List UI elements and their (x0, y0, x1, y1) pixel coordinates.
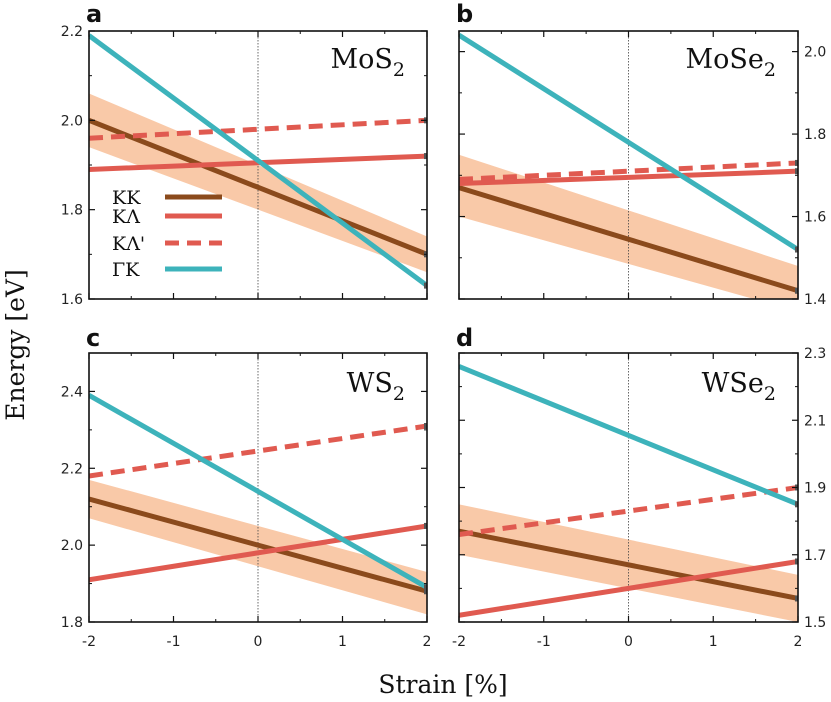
series-end-marker (795, 159, 798, 166)
legend-entry-kk: KK (112, 187, 222, 209)
panel-a: 1.6 1.8 2.0 2.2a MoS2 (61, 0, 428, 308)
panel-letter: d (456, 324, 473, 352)
series-line-klambda (459, 559, 798, 618)
series-end-marker (424, 423, 427, 430)
series-end-marker (795, 558, 798, 565)
series-end-marker (795, 246, 798, 253)
y-tick-label: 1.4 (804, 292, 826, 308)
series-end-marker (424, 282, 427, 289)
x-axis-title: Strain [%] (378, 670, 507, 699)
series-line-klambdaprime (89, 117, 427, 141)
y-tick-label: 2.0 (61, 538, 83, 554)
legend-entry-klambdaprime: KΛ' (112, 233, 222, 255)
series-end-marker (795, 287, 798, 294)
panel-title-subscript: 2 (764, 59, 776, 81)
panel-title-main: WSe (702, 368, 764, 399)
y-tick-label: 1.5 (804, 615, 826, 631)
series-end-marker (424, 584, 427, 591)
x-tick-label: -2 (82, 634, 96, 650)
panel-title-subscript: 2 (764, 383, 776, 405)
y-tick-label: 2.1 (804, 413, 826, 429)
x-tick-label: 0 (254, 634, 263, 650)
x-tick-label: 2 (794, 634, 803, 650)
y-tick-label: 1.8 (804, 127, 826, 143)
panel-title: WS2 (347, 368, 405, 405)
panel-title: WSe2 (702, 368, 776, 405)
legend-entry-gammak: ΓK (112, 259, 222, 281)
series-end-marker (795, 168, 798, 175)
series-end-marker (424, 588, 427, 595)
legend-label: KΛ (112, 206, 140, 228)
plot-area (459, 353, 798, 622)
plot-area (89, 31, 427, 299)
panel-title: MoSe2 (686, 44, 776, 81)
series-line-klambdaprime (89, 423, 427, 479)
series-end-marker (424, 153, 427, 160)
x-tick-label: 1 (709, 634, 718, 650)
legend-label: KΛ' (112, 233, 145, 255)
x-tick-label: 1 (338, 634, 347, 650)
panel-letter: c (86, 324, 100, 352)
series-line-gammak (89, 393, 427, 590)
series-line-klambdaprime (459, 485, 798, 538)
series-line-gammak (89, 33, 427, 288)
series-line-klambda (89, 523, 427, 583)
x-tick-label: 0 (624, 634, 633, 650)
plot-area (459, 31, 798, 299)
legend-label: KK (112, 187, 141, 209)
series-line-kk (459, 185, 798, 294)
series-line-klambda (459, 168, 798, 187)
series-end-marker (424, 522, 427, 529)
y-tick-label: 2.0 (804, 45, 826, 61)
series-line-kk (89, 118, 427, 257)
series-line-kk (459, 528, 798, 601)
panel-title-main: MoSe (686, 44, 764, 75)
y-tick-label: 1.7 (804, 548, 826, 564)
panel-title-subscript: 2 (393, 383, 405, 405)
series-line-klambdaprime (459, 160, 798, 182)
y-tick-label: 1.6 (61, 292, 83, 308)
series-line-gammak (459, 33, 798, 252)
plot-area (89, 353, 427, 622)
legend-entry-klambda: KΛ (112, 206, 222, 228)
series-line-kk (89, 496, 427, 594)
panel-title-main: WS (347, 368, 393, 399)
y-tick-label: 2.3 (804, 346, 826, 362)
x-tick-label: -2 (452, 634, 466, 650)
y-tick-label: 1.9 (804, 481, 826, 497)
x-tick-label: -1 (167, 634, 181, 650)
y-tick-label: 2.0 (61, 113, 83, 129)
x-tick-label: -1 (537, 634, 551, 650)
series-end-marker (795, 501, 798, 508)
legend-label: ΓK (112, 259, 140, 281)
y-tick-label: 2.4 (61, 384, 83, 400)
y-tick-label: 2.2 (61, 461, 83, 477)
panel-title: MoS2 (331, 44, 406, 81)
x-tick-label: 2 (423, 634, 432, 650)
panel-letter: a (86, 0, 102, 28)
panel-title-main: MoS (331, 44, 393, 75)
panel-letter: b (456, 0, 473, 28)
y-tick-label: 2.2 (61, 24, 83, 40)
y-axis-title: Energy [eV] (1, 269, 30, 421)
panel-title-subscript: 2 (393, 59, 405, 81)
series-line-gammak (459, 364, 798, 507)
y-tick-label: 1.8 (61, 615, 83, 631)
series-end-marker (795, 595, 798, 602)
y-tick-label: 1.6 (804, 210, 826, 226)
y-tick-label: 1.8 (61, 203, 83, 219)
panel-b: 1.4 1.6 1.8 2.0 b MoSe2 (456, 0, 826, 308)
kk-uncertainty-band (89, 93, 427, 273)
